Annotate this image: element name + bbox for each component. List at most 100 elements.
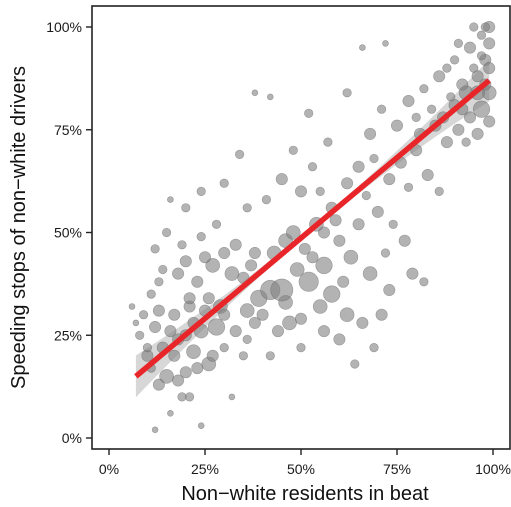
x-tick-label: 0% <box>99 461 119 477</box>
data-point <box>271 325 284 338</box>
data-point <box>342 88 352 98</box>
data-point <box>398 234 411 247</box>
data-point <box>132 319 140 327</box>
x-tick-label: 75% <box>383 461 411 477</box>
fit-line-layer <box>134 78 491 379</box>
fit-line <box>134 78 491 379</box>
data-point <box>218 247 231 260</box>
data-point <box>450 55 460 65</box>
data-point <box>375 308 388 321</box>
data-point <box>288 145 298 155</box>
data-point <box>207 318 226 336</box>
data-point <box>483 115 496 128</box>
data-point <box>228 393 236 401</box>
data-point <box>461 137 471 147</box>
data-point <box>362 266 378 281</box>
data-point <box>282 315 297 331</box>
data-point <box>307 162 318 172</box>
data-point <box>186 344 201 360</box>
data-point <box>185 392 195 402</box>
data-point <box>323 137 333 147</box>
data-point <box>159 369 174 384</box>
data-point <box>411 112 421 122</box>
data-point <box>256 308 269 321</box>
data-point <box>179 255 192 268</box>
data-point <box>248 247 261 260</box>
data-point <box>229 325 242 338</box>
data-point <box>369 153 379 164</box>
data-point <box>483 62 496 75</box>
x-axis-title: Non−white residents in beat <box>181 483 429 505</box>
data-point <box>181 203 191 213</box>
y-tick-label: 0% <box>62 430 82 446</box>
data-point <box>452 123 465 136</box>
data-point <box>377 104 387 114</box>
data-point <box>388 219 398 229</box>
data-point <box>369 343 379 353</box>
data-point <box>149 320 162 333</box>
data-point <box>453 38 464 49</box>
data-point <box>172 267 185 280</box>
data-point <box>162 227 172 238</box>
data-point <box>197 422 205 430</box>
data-point <box>238 351 248 361</box>
data-point <box>480 22 490 32</box>
data-point <box>298 242 311 255</box>
data-point <box>361 190 371 201</box>
data-point <box>402 95 415 108</box>
data-point <box>312 299 328 314</box>
data-point <box>183 292 196 305</box>
data-point <box>469 22 479 32</box>
data-point <box>142 343 152 353</box>
data-point <box>329 214 342 227</box>
data-point <box>218 308 231 321</box>
y-axis-title: Speeding stops of non−white drivers <box>8 66 30 389</box>
data-point <box>172 374 185 387</box>
data-point <box>199 251 212 264</box>
data-point <box>446 92 456 102</box>
data-point <box>442 63 452 73</box>
data-point <box>167 196 174 203</box>
data-point <box>356 316 369 329</box>
data-point <box>266 93 274 101</box>
data-point <box>219 343 229 353</box>
data-point <box>196 186 206 196</box>
data-point <box>224 266 240 281</box>
data-point <box>158 264 168 275</box>
data-point <box>191 362 204 375</box>
data-point <box>152 304 165 317</box>
data-point <box>219 178 229 188</box>
y-tick-label: 25% <box>54 327 82 343</box>
data-point <box>390 119 403 132</box>
data-point <box>167 409 174 417</box>
data-point <box>469 63 479 73</box>
data-point <box>191 275 204 288</box>
data-point <box>421 169 434 182</box>
data-point <box>304 108 314 118</box>
y-tick-label: 100% <box>46 19 82 35</box>
data-point <box>476 51 487 61</box>
data-point <box>456 78 469 91</box>
data-point <box>270 278 294 302</box>
x-tick-label: 50% <box>287 461 315 477</box>
data-point <box>306 251 319 264</box>
data-point <box>294 185 307 198</box>
data-point <box>403 182 414 192</box>
data-point <box>196 232 206 242</box>
data-point <box>434 186 444 196</box>
data-point <box>296 343 306 353</box>
data-point <box>229 238 242 251</box>
data-point <box>265 351 275 361</box>
data-point <box>285 225 301 240</box>
data-point <box>323 285 341 303</box>
data-point <box>337 275 350 288</box>
data-point <box>343 249 359 265</box>
data-point <box>440 136 453 149</box>
data-point <box>205 258 220 273</box>
x-tick-label: 25% <box>191 461 219 477</box>
data-point <box>383 173 396 186</box>
data-point <box>476 30 487 40</box>
data-point <box>341 177 354 190</box>
data-point <box>333 234 346 247</box>
